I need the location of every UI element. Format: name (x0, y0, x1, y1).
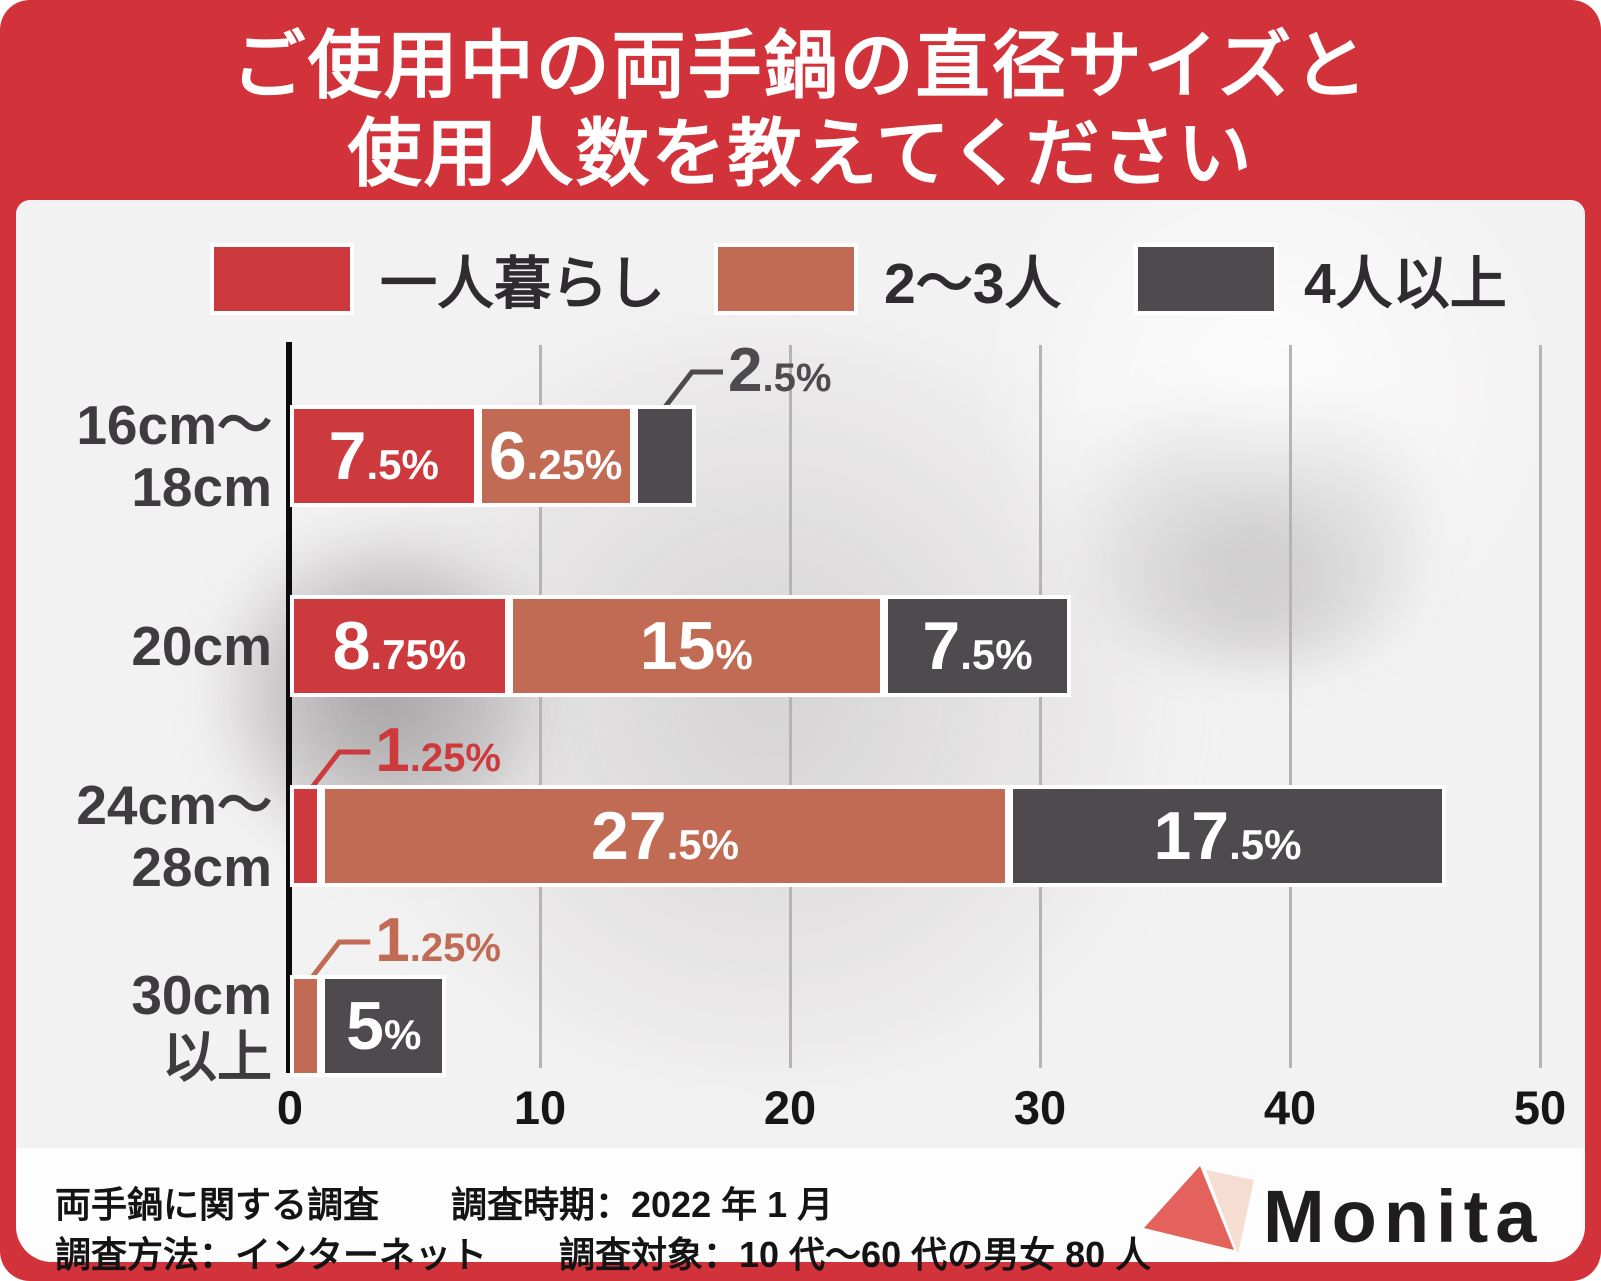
gridline-50 (1539, 345, 1542, 1068)
bar-segment-24cm〜28cm-一人暮らし (290, 785, 322, 887)
bar-segment-20cm-4人以上: 7.5% (883, 595, 1072, 697)
legend-swatch-single (210, 243, 354, 315)
category-label-20cm: 20cm (131, 615, 272, 677)
bar-value-label: 27.5% (590, 798, 739, 874)
legend-item-2to3: 2〜3人 (714, 238, 1061, 320)
y-axis-line (286, 342, 292, 1073)
legend-item-4plus: 4人以上 (1134, 238, 1507, 320)
callout-value-label-16cm〜18cm-4人以上: 2.5% (728, 336, 832, 405)
bar-value-label: 15% (639, 608, 753, 684)
x-tick-label-0: 0 (276, 1081, 304, 1134)
survey-info-line1: 両手鍋に関する調査 調査時期：2022 年 1 月 (55, 1184, 834, 1225)
monita-logo-icon (1144, 1166, 1254, 1254)
page-title-line2: 使用人数を教えてください (347, 112, 1254, 195)
x-tick-label-10: 10 (513, 1081, 567, 1134)
bar-segment-24cm〜28cm-2〜3人: 27.5% (321, 785, 1009, 887)
callout-value-label-24cm〜28cm-一人暮らし: 1.25% (375, 716, 501, 785)
category-label-30cm以上: 30cm 以上 (131, 964, 272, 1088)
content-plate (16, 200, 1585, 1262)
category-label-16cm〜18cm: 16cm〜 18cm (76, 394, 272, 518)
bar-value-label: 6.25% (488, 418, 623, 494)
bar-segment-20cm-2〜3人: 15% (508, 595, 884, 697)
x-tick-label-40: 40 (1263, 1081, 1317, 1134)
x-tick-label-30: 30 (1013, 1081, 1067, 1134)
bar-value-label: 7.5% (922, 608, 1033, 684)
brand-logo: Monita (1138, 1158, 1578, 1262)
survey-info-line2: 調査方法：インターネット 調査対象：10 代〜60 代の男女 80 人 (55, 1234, 1152, 1275)
page-title: ご使用中の両手鍋の直径サイズと 使用人数を教えてください (0, 22, 1601, 198)
gridline-10 (539, 345, 542, 1068)
bar-segment-30cm以上-2〜3人 (290, 975, 322, 1077)
callout-value-label-30cm以上-2〜3人: 1.25% (375, 906, 501, 975)
x-tick-label-50: 50 (1513, 1081, 1567, 1134)
footer-band (16, 1148, 1585, 1262)
gridline-30 (1039, 345, 1042, 1068)
bar-value-label: 5% (346, 988, 422, 1064)
legend-swatch-4plus (1134, 243, 1278, 315)
bar-value-label: 17.5% (1153, 798, 1302, 874)
legend-label-single: 一人暮らし (380, 252, 665, 316)
gridline-20 (789, 345, 792, 1068)
bar-segment-16cm〜18cm-一人暮らし: 7.5% (290, 405, 478, 507)
legend-label-4plus: 4人以上 (1304, 252, 1507, 316)
bar-value-label: 7.5% (328, 418, 439, 494)
bar-value-label: 8.75% (332, 608, 467, 684)
legend-item-single: 一人暮らし (210, 238, 665, 320)
bar-segment-16cm〜18cm-2〜3人: 6.25% (477, 405, 634, 507)
category-label-24cm〜28cm: 24cm〜 28cm (76, 774, 272, 898)
gridline-40 (1289, 345, 1292, 1068)
bar-segment-16cm〜18cm-4人以上 (633, 405, 697, 507)
bar-segment-30cm以上-4人以上: 5% (321, 975, 447, 1077)
bar-segment-24cm〜28cm-4人以上: 17.5% (1008, 785, 1447, 887)
legend-label-2to3: 2〜3人 (884, 252, 1062, 316)
brand-name: Monita (1263, 1175, 1544, 1258)
page-title-line1: ご使用中の両手鍋の直径サイズと (231, 24, 1370, 107)
legend-swatch-2to3 (714, 243, 858, 315)
bar-segment-20cm-一人暮らし: 8.75% (290, 595, 509, 697)
x-tick-label-20: 20 (763, 1081, 817, 1134)
